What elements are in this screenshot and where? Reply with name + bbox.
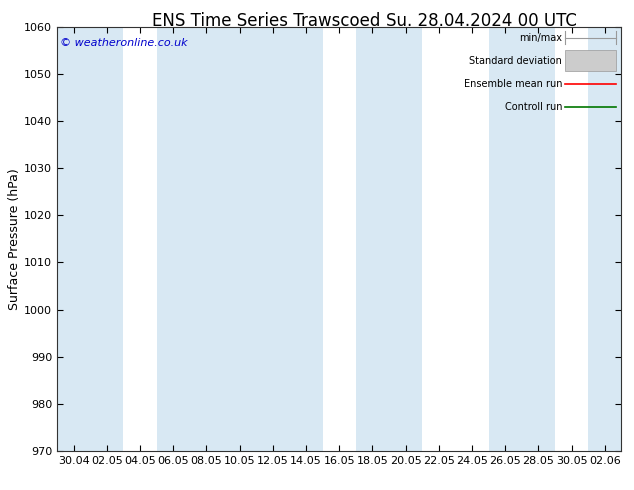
Text: Ensemble mean run: Ensemble mean run xyxy=(463,79,562,89)
Bar xyxy=(157,27,256,451)
Y-axis label: Surface Pressure (hPa): Surface Pressure (hPa) xyxy=(8,168,22,310)
Bar xyxy=(256,27,323,451)
Text: Standard deviation: Standard deviation xyxy=(469,56,562,66)
Text: min/max: min/max xyxy=(519,32,562,43)
Bar xyxy=(356,27,422,451)
Bar xyxy=(565,50,616,72)
Bar xyxy=(489,27,555,451)
Bar xyxy=(588,27,634,451)
Text: ENS Time Series Trawscoed: ENS Time Series Trawscoed xyxy=(152,12,380,30)
Bar xyxy=(57,27,124,451)
Text: Su. 28.04.2024 00 UTC: Su. 28.04.2024 00 UTC xyxy=(386,12,578,30)
Text: © weatheronline.co.uk: © weatheronline.co.uk xyxy=(60,38,188,48)
Text: Controll run: Controll run xyxy=(505,102,562,113)
